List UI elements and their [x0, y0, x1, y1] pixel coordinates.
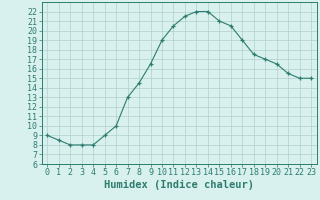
- X-axis label: Humidex (Indice chaleur): Humidex (Indice chaleur): [104, 180, 254, 190]
